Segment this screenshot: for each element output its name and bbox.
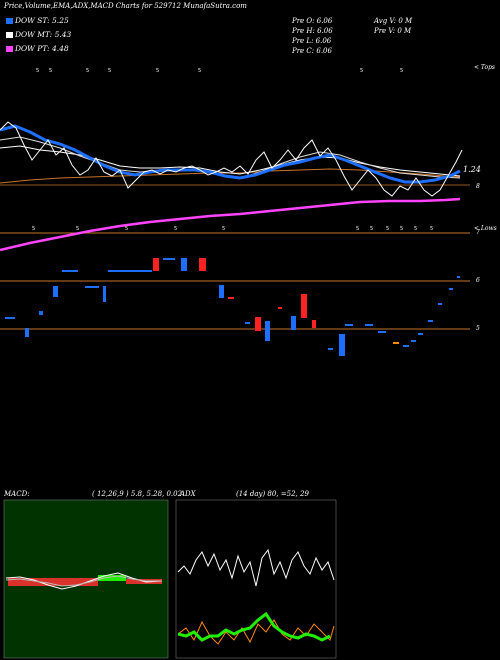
lows-label: < Lows <box>474 225 497 232</box>
prev-volume: Pre V: 0 M <box>374 27 412 35</box>
volume-bar <box>53 286 58 297</box>
volume-bars <box>5 258 460 356</box>
chart-title-text: Price,Volume,EMA,ADX,MACD Charts for 529… <box>4 2 181 10</box>
top-marker: 5 <box>86 68 89 74</box>
volume-bar <box>328 348 333 350</box>
macd-hist-pos <box>98 575 126 581</box>
avg-volume: Avg V: 0 M <box>374 17 413 25</box>
low-marker: 5 <box>414 226 417 232</box>
axis-label-6: 6 <box>476 277 480 284</box>
low-marker: 5 <box>386 226 389 232</box>
volume-bar <box>438 303 442 305</box>
low-marker: 5 <box>32 226 35 232</box>
legend-dow-mt: DOW MT: 5.43 <box>6 30 71 39</box>
volume-bar <box>339 334 345 356</box>
volume-bar <box>181 258 187 271</box>
volume-bar <box>278 307 282 309</box>
adx-line <box>177 611 331 642</box>
dow-st-ema-line <box>0 124 461 184</box>
volume-bar <box>108 270 152 272</box>
low-marker: 5 <box>174 226 177 232</box>
volume-bar <box>153 258 159 271</box>
legend-dow-pt-label: DOW PT: 4.48 <box>15 44 69 53</box>
adx-title: ADX <box>180 490 196 498</box>
last-price-label: 1.24 <box>463 165 481 174</box>
macd-hist-neg <box>8 578 98 586</box>
low-marker: 5 <box>400 226 403 232</box>
volume-bar <box>418 333 423 335</box>
volume-bar <box>291 316 296 330</box>
volume-bar <box>163 258 175 260</box>
volume-bar <box>228 297 234 299</box>
legend-dow-st-label: DOW ST: 5.25 <box>15 16 69 25</box>
volume-bar <box>245 322 250 324</box>
legend-swatch-blue <box>6 18 13 24</box>
top-marker: 5 <box>360 68 363 74</box>
ohlc-low: Pre L: 6.06 <box>292 37 332 45</box>
adx-di-plus-line <box>177 548 335 587</box>
tops-label: < Tops <box>474 64 496 71</box>
low-marker: 5 <box>76 226 79 232</box>
site-name: MunafaSutra.com <box>183 2 247 10</box>
volume-bar <box>378 331 386 333</box>
macd-signal-line <box>5 575 162 587</box>
top-marker: 5 <box>156 68 159 74</box>
ohlc-open: Pre O: 6.06 <box>292 17 333 25</box>
adx-di-minus-line <box>177 619 335 645</box>
top-marker: 5 <box>49 68 52 74</box>
macd-params: ( 12,26,9 ) 5.8, 5.28, 0.02 <box>92 490 183 498</box>
low-markers: 5 5 5 5 5 5 5 5 5 5 5 <box>32 226 433 232</box>
top-markers: 5 5 5 5 5 5 5 5 <box>36 68 403 74</box>
volume-bar <box>103 286 106 302</box>
legend-swatch-white <box>6 32 13 38</box>
low-marker: 5 <box>430 226 433 232</box>
volume-bar <box>255 317 261 331</box>
axis-label-7: 7 <box>476 229 480 236</box>
volume-bar <box>39 311 43 315</box>
legend-dow-mt-label: DOW MT: 5.43 <box>15 30 72 39</box>
volume-bar <box>403 345 409 347</box>
top-marker: 5 <box>198 68 201 74</box>
volume-bar <box>411 340 416 342</box>
low-marker: 5 <box>356 226 359 232</box>
price-line <box>0 121 463 197</box>
legend-dow-pt: DOW PT: 4.48 <box>6 44 69 53</box>
axis-label-5: 5 <box>476 325 480 332</box>
volume-bar <box>5 317 15 319</box>
volume-bar <box>449 288 453 290</box>
chart-title: Price,Volume,EMA,ADX,MACD Charts for 529… <box>4 2 247 10</box>
ohlc-high: Pre H: 6.06 <box>292 27 333 35</box>
low-marker: 5 <box>125 226 128 232</box>
dow-pt-line <box>0 197 461 252</box>
low-marker: 5 <box>222 226 225 232</box>
volume-bar <box>428 320 433 322</box>
volume-bar <box>345 324 353 326</box>
volume-bar <box>457 276 460 278</box>
volume-bar <box>25 328 29 337</box>
adx-params: (14 day) 80, =52, 29 <box>236 490 309 498</box>
top-marker: 5 <box>400 68 403 74</box>
top-marker: 5 <box>36 68 39 74</box>
volume-bar <box>219 285 224 298</box>
volume-bar <box>199 258 206 271</box>
macd-title: MACD: <box>4 490 30 498</box>
volume-bar <box>312 320 316 328</box>
low-marker: 5 <box>370 226 373 232</box>
volume-bar <box>62 270 78 272</box>
volume-bar <box>365 324 373 326</box>
legend-swatch-magenta <box>6 46 13 52</box>
volume-bar <box>301 294 307 318</box>
volume-bar <box>85 286 99 288</box>
top-marker: 5 <box>108 68 111 74</box>
axis-label-8: 8 <box>476 183 480 190</box>
legend-dow-st: DOW ST: 5.25 <box>6 16 69 25</box>
volume-bar <box>265 321 270 341</box>
volume-bar <box>393 342 399 344</box>
ohlc-close: Pre C: 6.06 <box>292 47 332 55</box>
